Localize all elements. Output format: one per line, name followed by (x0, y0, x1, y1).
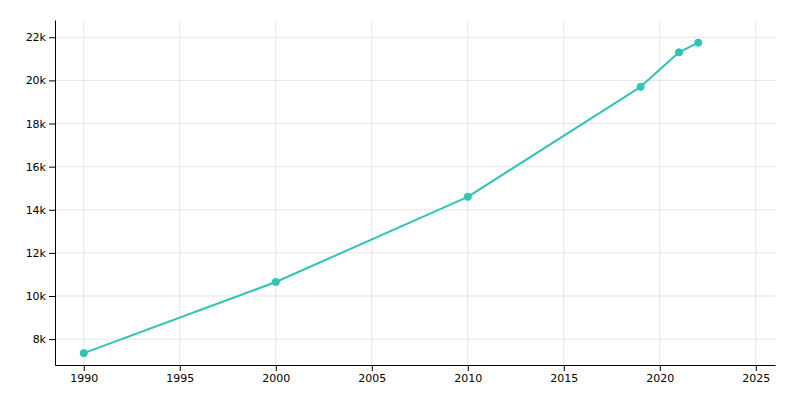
tick: 2005 (358, 365, 386, 385)
grid-line (371, 20, 372, 365)
tick-mark (468, 365, 469, 371)
grid-line (467, 20, 468, 365)
chart: 1990 1995 2000 2005 2010 2015 2020 2025 8k 10k 12k… (0, 0, 800, 400)
tick: 12k (26, 247, 55, 260)
tick-mark (756, 365, 757, 371)
tick-mark (84, 365, 85, 371)
tick: 2025 (742, 365, 770, 385)
grid-line (55, 252, 775, 253)
marker (695, 39, 702, 46)
grid-line (563, 20, 564, 365)
tick-label: 2000 (262, 372, 290, 385)
tick-label: 2025 (742, 372, 770, 385)
tick: 2015 (550, 365, 578, 385)
grid-line (659, 20, 660, 365)
tick-mark (564, 365, 565, 371)
axis-line (55, 21, 56, 366)
grid-line (55, 339, 775, 340)
tick-mark (49, 37, 55, 38)
tick-mark (372, 365, 373, 371)
tick: 22k (26, 31, 55, 44)
tick-label: 2015 (550, 372, 578, 385)
tick-mark (180, 365, 181, 371)
grid-line (755, 20, 756, 365)
grid-line (179, 20, 180, 365)
plot: 1990 1995 2000 2005 2010 2015 2020 2025 8k 10k 12k… (26, 20, 776, 385)
tick: 2010 (454, 365, 482, 385)
tick: 16k (26, 161, 55, 174)
tick-label: 18k (26, 118, 47, 131)
tick-label: 1995 (166, 372, 194, 385)
tick-mark (49, 296, 55, 297)
tick-label: 2010 (454, 372, 482, 385)
grid (55, 20, 775, 365)
tick-label: 20k (26, 74, 47, 87)
tick-label: 1990 (70, 372, 98, 385)
tick-mark (49, 339, 55, 340)
tick-mark (49, 167, 55, 168)
grid-line (83, 20, 84, 365)
tick-mark (660, 365, 661, 371)
tick-label: 2005 (358, 372, 386, 385)
tick: 1995 (166, 365, 194, 385)
axis-line (56, 365, 776, 366)
tick-label: 10k (26, 290, 47, 303)
tick: 8k (33, 333, 55, 346)
grid-line (275, 20, 276, 365)
tick-label: 12k (26, 247, 47, 260)
tick: 14k (26, 204, 55, 217)
tick-label: 2020 (646, 372, 674, 385)
tick-label: 22k (26, 31, 47, 44)
x-axis: 1990 1995 2000 2005 2010 2015 2020 2025 (56, 365, 776, 385)
tick: 10k (26, 290, 55, 303)
tick-mark (49, 210, 55, 211)
tick-label: 16k (26, 161, 47, 174)
grid-line (55, 296, 775, 297)
grid-line (55, 166, 775, 167)
marker (637, 83, 644, 90)
tick: 18k (26, 118, 55, 131)
tick-mark (49, 124, 55, 125)
tick-label: 8k (33, 333, 47, 346)
tick: 20k (26, 74, 55, 87)
data-marks (80, 39, 702, 357)
grid-line (55, 37, 775, 38)
tick: 2020 (646, 365, 674, 385)
tick-mark (49, 80, 55, 81)
y-axis: 8k 10k 12k 14k 16k 18k 20k 22k (26, 21, 56, 366)
grid-line (55, 123, 775, 124)
marker (675, 49, 682, 56)
tick: 2000 (262, 365, 290, 385)
marker (80, 350, 87, 357)
marker (464, 193, 471, 200)
grid-line (55, 80, 775, 81)
marker (272, 278, 279, 285)
tick: 1990 (70, 365, 98, 385)
grid-line (55, 209, 775, 210)
line (84, 43, 698, 354)
tick-mark (49, 253, 55, 254)
tick-mark (276, 365, 277, 371)
tick-label: 14k (26, 204, 47, 217)
